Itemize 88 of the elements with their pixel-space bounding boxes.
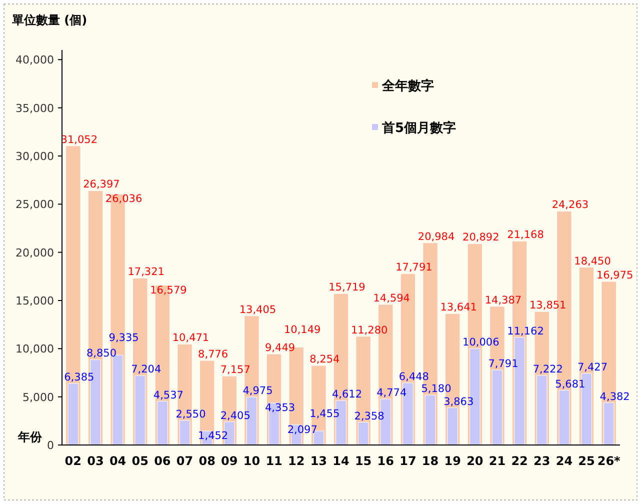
- data-label: 10,149: [284, 324, 321, 336]
- x-tick-label: 09: [221, 454, 238, 468]
- y-tick-label: 15,000: [16, 294, 54, 308]
- data-label: 13,405: [239, 304, 276, 316]
- x-tick-label: 11: [266, 454, 282, 468]
- y-tick-label: 0: [47, 439, 54, 452]
- x-axis-title: 年份: [17, 430, 43, 444]
- data-label: 9,449: [265, 342, 296, 354]
- data-label: 13,641: [440, 302, 477, 314]
- data-label: 6,448: [398, 370, 429, 383]
- data-label: 21,168: [507, 229, 544, 242]
- x-tick-label: 14: [332, 454, 350, 468]
- y-tick-label: 25,000: [16, 198, 54, 212]
- data-label: 16,579: [150, 284, 187, 296]
- x-tick-label: 07: [176, 454, 194, 468]
- data-label: 7,222: [532, 363, 563, 376]
- data-label: 9,335: [108, 332, 139, 344]
- data-label: 4,537: [153, 389, 184, 402]
- data-label: 17,321: [128, 266, 164, 278]
- data-label: 24,263: [552, 199, 589, 212]
- x-tick-label: 21: [488, 454, 506, 468]
- y-tick-label: 5,000: [22, 390, 54, 404]
- data-label: 7,157: [220, 364, 250, 376]
- data-label: 2,097: [287, 424, 318, 436]
- x-tick-label: 13: [310, 454, 328, 468]
- data-label: 26,397: [83, 178, 120, 191]
- y-axis-title: 單位數量 (個): [11, 13, 88, 27]
- x-tick-label: 05: [132, 454, 148, 468]
- data-label: 2,550: [176, 408, 206, 420]
- x-tick-label: 20: [466, 454, 484, 468]
- data-label: 7,204: [131, 364, 162, 376]
- data-label: 8,776: [198, 348, 228, 360]
- data-label: 20,984: [418, 230, 455, 243]
- data-label: 2,358: [354, 410, 384, 422]
- data-label: 1,455: [310, 408, 340, 420]
- x-tick-label: 10: [243, 454, 260, 468]
- y-tick-label: 20,000: [16, 246, 54, 260]
- data-label: 10,471: [172, 332, 210, 344]
- x-tick-label: 04: [109, 454, 126, 468]
- data-label: 7,791: [488, 358, 518, 370]
- x-tick-label: 23: [534, 454, 550, 468]
- data-label: 3,863: [444, 396, 474, 408]
- data-label: 14,594: [373, 292, 410, 304]
- data-label: 6,385: [64, 371, 94, 384]
- data-label: 4,612: [332, 388, 362, 401]
- data-label: 1,452: [198, 430, 228, 442]
- x-tick-label: 18: [422, 454, 439, 468]
- data-label: 4,353: [265, 402, 296, 414]
- y-tick-label: 10,000: [16, 342, 54, 356]
- data-label: 4,382: [600, 390, 630, 403]
- data-label: 20,892: [462, 232, 500, 244]
- data-label: 2,405: [220, 410, 250, 422]
- x-tick-label: 08: [198, 454, 216, 468]
- x-tick-label: 19: [444, 454, 461, 468]
- data-label: 18,450: [574, 255, 611, 268]
- x-tick-label: 16: [377, 454, 394, 468]
- data-label: 17,791: [396, 262, 432, 274]
- x-tick-label: 17: [400, 454, 416, 468]
- x-tick-label: 26*: [597, 454, 622, 468]
- x-tick-label: 22: [511, 454, 528, 468]
- y-tick-label: 30,000: [16, 150, 54, 163]
- data-label: 8,850: [86, 348, 117, 360]
- data-label: 7,427: [577, 361, 608, 374]
- x-tick-label: 02: [64, 454, 82, 468]
- x-tick-label: 15: [354, 454, 372, 468]
- data-label: 15,719: [328, 282, 366, 294]
- data-label: 4,975: [242, 385, 273, 398]
- legend-label: 首5個月數字: [381, 120, 456, 136]
- data-label: 5,681: [555, 378, 586, 390]
- x-tick-label: 03: [87, 454, 104, 468]
- data-label: 11,162: [507, 325, 544, 338]
- data-label: 31,052: [60, 134, 98, 146]
- x-tick-label: 06: [154, 454, 171, 468]
- x-tick-label: 24: [556, 454, 573, 468]
- x-tick-label: 12: [288, 454, 305, 468]
- data-label: 14,387: [484, 294, 522, 306]
- data-label: 11,280: [350, 324, 388, 336]
- data-label: 13,851: [530, 300, 566, 312]
- data-label: 5,180: [421, 383, 452, 396]
- data-label: 8,254: [310, 353, 340, 366]
- data-label: 4,774: [376, 387, 407, 400]
- x-tick-label: 25: [578, 454, 595, 468]
- legend-label: 全年數字: [381, 78, 434, 94]
- data-label: 26,036: [105, 193, 142, 206]
- y-tick-label: 40,000: [16, 54, 54, 67]
- y-tick-label: 35,000: [16, 102, 54, 115]
- data-label: 10,006: [462, 336, 500, 349]
- data-label: 16,975: [596, 269, 634, 282]
